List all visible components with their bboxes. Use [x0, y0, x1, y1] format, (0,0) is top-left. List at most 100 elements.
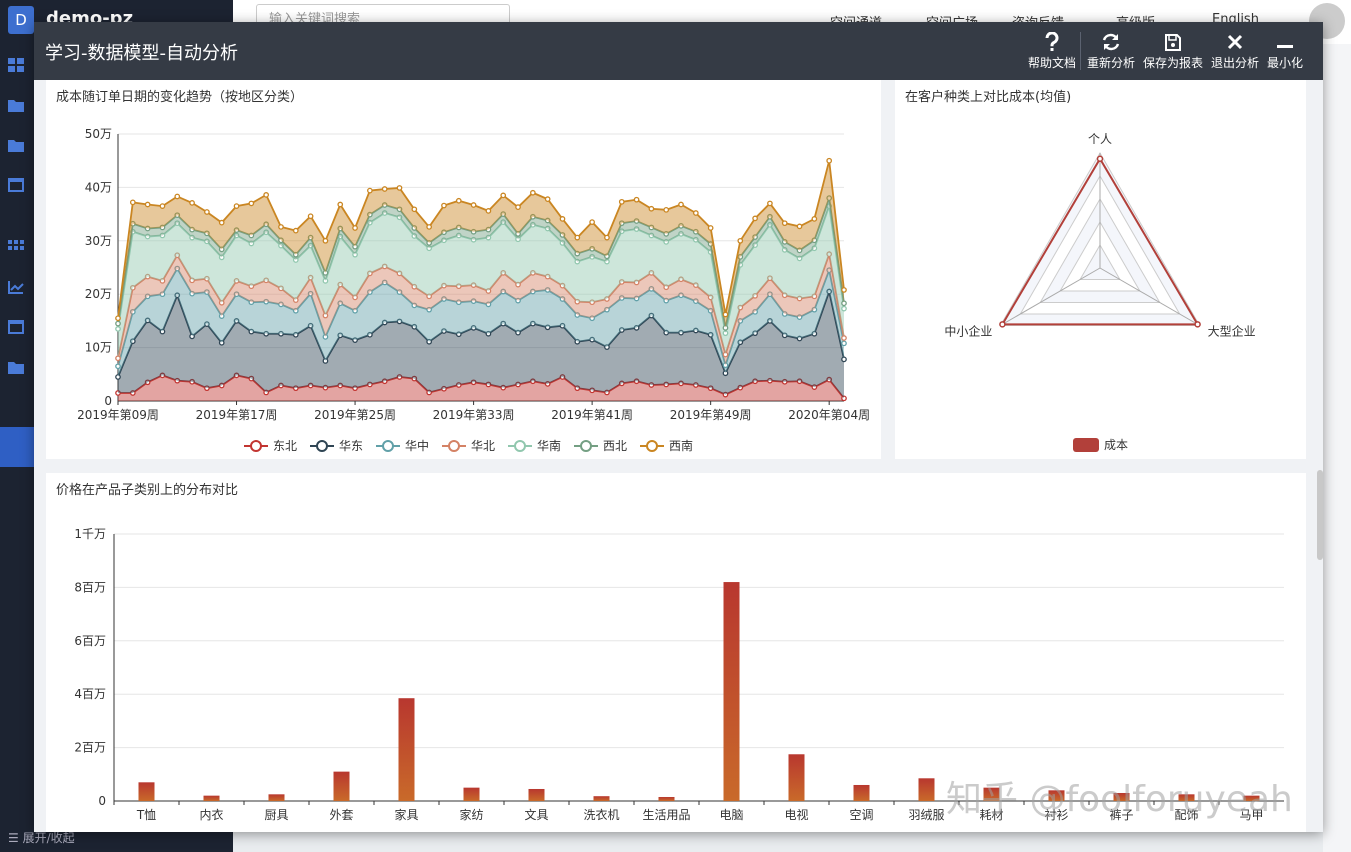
data-point-西南 [233, 203, 240, 209]
data-point-西北 [396, 206, 403, 213]
window-icon[interactable] [8, 178, 24, 192]
data-point-华中 [115, 363, 121, 370]
data-point-华南 [411, 233, 418, 239]
data-point-华北 [530, 269, 536, 276]
data-point-西南 [722, 311, 729, 318]
watermark: 知乎 @foolforuyeah [946, 779, 1293, 820]
data-point-华东 [767, 318, 773, 324]
data-point-华北 [263, 277, 270, 284]
data-point-华中 [248, 299, 255, 306]
data-point-华南 [381, 210, 388, 216]
y-tick-label: 4百万 [74, 687, 106, 701]
legend-item-东北[interactable]: 东北 [244, 439, 297, 453]
data-point-西北 [218, 246, 225, 253]
legend-item-华北[interactable]: 华北 [442, 439, 495, 453]
reanalyze-button[interactable]: 重新分析 [1084, 32, 1138, 72]
exit-analysis-button[interactable]: 退出分析 [1208, 32, 1262, 72]
data-point-华东 [263, 330, 270, 337]
data-point-西南 [811, 216, 818, 222]
data-point-西北 [263, 221, 270, 228]
data-point-华北 [278, 285, 284, 292]
data-point-西南 [589, 219, 595, 225]
x-tick-label: 外套 [329, 808, 353, 822]
legend-item-华东[interactable]: 华东 [310, 439, 363, 453]
folder-icon[interactable] [8, 98, 24, 112]
x-tick-label: 2019年第17周 [196, 408, 278, 422]
data-point-华南 [115, 326, 121, 332]
data-point-华南 [530, 221, 536, 228]
data-point-华南 [618, 228, 625, 235]
data-point-华东 [129, 338, 136, 345]
data-point-华南 [767, 221, 773, 228]
help-docs-button[interactable]: 帮助文档 [1026, 32, 1078, 72]
data-point-华北 [159, 278, 166, 284]
data-point-西南 [411, 206, 418, 213]
data-point-西北 [633, 218, 640, 224]
data-point-华南 [722, 330, 729, 337]
data-point-西南 [307, 213, 314, 220]
data-point-华东 [781, 332, 788, 339]
data-point-华东 [633, 324, 640, 331]
series-area-东北 [118, 375, 844, 401]
data-point-西南 [248, 200, 255, 207]
data-point-华南 [189, 234, 195, 241]
data-point-东北 [396, 374, 403, 380]
data-point-华东 [396, 318, 403, 325]
window-icon[interactable] [8, 320, 24, 334]
dashboard-icon[interactable] [8, 58, 24, 72]
series-line-华东 [117, 288, 845, 378]
scrollbar-thumb[interactable] [1317, 470, 1323, 560]
data-point-华南 [307, 242, 314, 249]
app-logo[interactable]: D [8, 6, 34, 34]
bar-chart[interactable]: 0 2百万 4百万 6百万 8百万 1千万 T恤 内衣 厨具 外套 家具 家纺 文具 洗衣机 生活用品 电脑 电… [46, 473, 1306, 832]
data-point-东北 [767, 377, 773, 384]
data-point-西南 [574, 234, 581, 241]
x-tick-label: 空调 [849, 808, 873, 822]
x-tick-label: 2019年第25周 [314, 408, 396, 422]
data-point-华北 [455, 283, 462, 290]
minimize-button[interactable]: 最小化 [1264, 32, 1306, 72]
data-point-华东 [826, 288, 833, 295]
legend-item-西北[interactable]: 西北 [574, 439, 627, 453]
legend-item-华南[interactable]: 华南 [508, 438, 561, 453]
modal-header: 学习-数据模型-自动分析 帮助文档 重新分析 保存为报表 退出分析 最小化 [34, 22, 1323, 80]
data-point-华东 [381, 319, 388, 326]
data-point-华中 [322, 334, 329, 340]
radar-point [999, 321, 1006, 328]
area-chart[interactable]: 0 10万 20万 30万 40万 50万 2019年第09周 2019年第17周 2019年第… [46, 80, 881, 459]
data-point-西北 [678, 222, 684, 229]
legend-item-西南[interactable]: 西南 [640, 438, 693, 453]
data-point-华中 [307, 290, 314, 297]
data-point-西北 [470, 228, 477, 235]
data-point-华南 [796, 255, 803, 262]
legend-item-华中[interactable]: 华中 [376, 438, 429, 453]
data-point-华北 [129, 284, 136, 291]
save-report-button[interactable]: 保存为报表 [1142, 32, 1204, 72]
line-chart-icon[interactable] [8, 280, 24, 294]
data-point-华东 [692, 327, 699, 334]
data-point-西北 [722, 324, 729, 331]
legend-label: 华南 [537, 438, 561, 453]
grid-icon[interactable] [8, 240, 24, 254]
legend-item-成本[interactable]: 成本 [1073, 438, 1128, 452]
data-point-华北 [633, 279, 640, 286]
bar-空调 [853, 784, 870, 801]
collapse-toggle[interactable]: ☰ 展开/收起 [8, 829, 75, 846]
data-point-华东 [811, 330, 818, 337]
data-point-华东 [159, 328, 166, 335]
data-point-西北 [574, 250, 581, 257]
data-point-西南 [470, 202, 477, 208]
reanalyze-label: 重新分析 [1086, 56, 1135, 70]
folder-icon[interactable] [8, 138, 24, 152]
x-tick-label: 羽绒服 [908, 808, 944, 822]
data-point-华北 [218, 299, 225, 306]
data-point-华北 [589, 299, 595, 306]
data-point-华北 [352, 294, 358, 301]
bar-chart-title: 价格在产品子类别上的分布对比 [56, 483, 239, 498]
data-point-华北 [426, 293, 432, 300]
data-point-西北 [233, 227, 240, 233]
folder-icon[interactable] [8, 360, 24, 374]
sidebar-active-item[interactable] [0, 427, 34, 467]
data-point-华南 [322, 278, 329, 284]
